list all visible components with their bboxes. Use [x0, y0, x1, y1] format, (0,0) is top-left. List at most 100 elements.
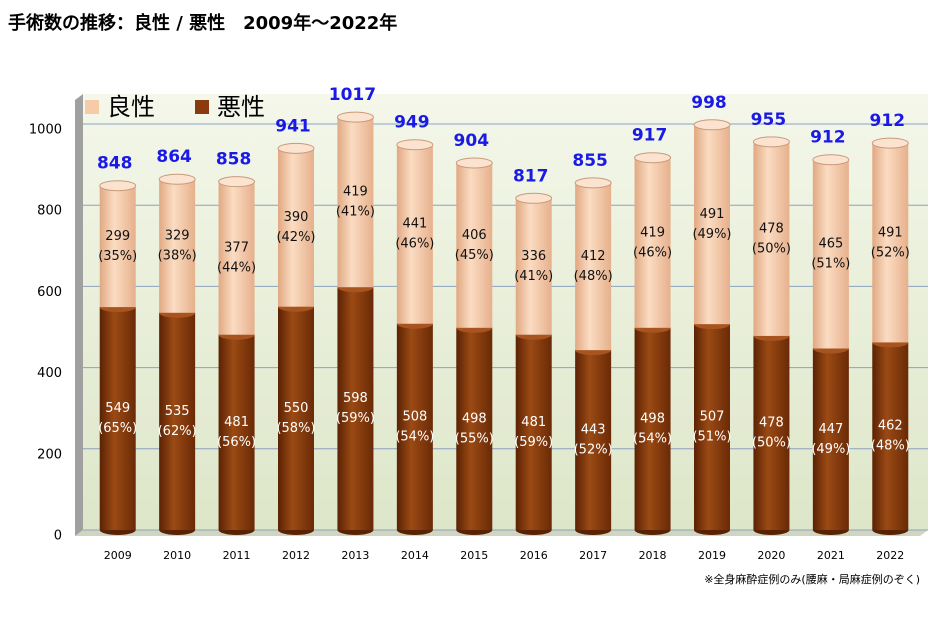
- value-label: 412: [581, 249, 606, 264]
- y-tick-label: 200: [37, 447, 62, 462]
- segment-top: [455, 157, 493, 169]
- total-label: 855: [572, 151, 608, 171]
- percent-label: (55%): [455, 431, 494, 446]
- percent-label: (49%): [692, 227, 731, 242]
- bar-segment: [634, 327, 671, 530]
- bar-segment: [159, 312, 196, 530]
- bar-segment: [337, 287, 374, 530]
- segment-top: [218, 176, 256, 188]
- bar-segment: [396, 323, 433, 530]
- value-label: 491: [878, 225, 903, 240]
- percent-label: (41%): [336, 205, 375, 220]
- value-label: 329: [165, 229, 190, 244]
- y-tick-label: 600: [37, 285, 62, 300]
- percent-label: (46%): [633, 245, 672, 260]
- segment-top: [752, 136, 790, 148]
- bar-segment: [99, 307, 136, 530]
- chart-title: 手術数の推移：良性 / 悪性 2009年～2022年: [8, 12, 397, 34]
- segment-top: [396, 139, 434, 151]
- total-label: 941: [275, 116, 311, 136]
- total-label: 949: [394, 113, 430, 133]
- percent-label: (62%): [158, 424, 197, 439]
- value-label: 491: [700, 207, 725, 222]
- bar-segment: [872, 342, 909, 530]
- y-tick-label: 400: [37, 366, 62, 381]
- percent-label: (35%): [98, 249, 137, 264]
- x-tick-label: 2015: [460, 549, 488, 562]
- x-tick-label: 2012: [282, 549, 310, 562]
- bar-segment: [515, 198, 552, 335]
- bar-segment: [575, 350, 612, 530]
- percent-label: (48%): [574, 269, 613, 284]
- bar-segment: [456, 327, 493, 530]
- percent-label: (56%): [217, 435, 256, 450]
- segment-top: [336, 111, 374, 123]
- segment-top: [871, 137, 909, 149]
- percent-label: (42%): [276, 230, 315, 245]
- y-tick-label: 800: [37, 204, 62, 219]
- segment-top: [99, 180, 137, 192]
- x-tick-label: 2014: [401, 549, 429, 562]
- total-label: 817: [513, 166, 549, 186]
- total-label: 858: [216, 150, 252, 170]
- bar-segment: [575, 182, 612, 351]
- value-label: 462: [878, 419, 903, 434]
- percent-label: (59%): [514, 435, 553, 450]
- value-label: 535: [165, 404, 190, 419]
- value-label: 498: [462, 411, 487, 426]
- total-label: 912: [810, 128, 846, 148]
- percent-label: (52%): [871, 245, 910, 260]
- segment-top: [515, 192, 553, 204]
- value-label: 406: [462, 228, 487, 243]
- value-label: 478: [759, 415, 784, 430]
- segment-top: [634, 152, 672, 164]
- total-label: 904: [454, 131, 490, 151]
- bar-segment: [812, 159, 849, 349]
- total-label: 864: [156, 147, 192, 167]
- value-label: 549: [105, 401, 130, 416]
- bar-segment: [99, 185, 136, 308]
- percent-label: (51%): [811, 257, 850, 272]
- percent-label: (65%): [98, 421, 137, 436]
- bar-segment: [515, 334, 552, 530]
- x-tick-label: 2018: [639, 549, 667, 562]
- note: ※全身麻酔症例のみ(腰麻・局麻症例のぞく): [704, 572, 920, 586]
- value-label: 299: [105, 229, 130, 244]
- percent-label: (48%): [871, 439, 910, 454]
- x-tick-label: 2016: [520, 549, 548, 562]
- bar-segment: [159, 179, 196, 313]
- bar-segment: [634, 157, 671, 328]
- percent-label: (49%): [811, 442, 850, 457]
- total-label: 998: [691, 93, 727, 113]
- value-label: 550: [284, 401, 309, 416]
- legend-swatch: [85, 100, 99, 114]
- x-tick-label: 2009: [104, 549, 132, 562]
- value-label: 598: [343, 391, 368, 406]
- bar-segment: [694, 324, 730, 530]
- bar-segment: [456, 162, 493, 328]
- bar-segment: [218, 181, 255, 335]
- segment-top: [574, 177, 612, 189]
- segment-top: [693, 119, 731, 131]
- x-tick-label: 2011: [223, 549, 251, 562]
- bar-segment: [872, 143, 909, 343]
- value-label: 507: [700, 410, 725, 425]
- floor: [75, 530, 928, 536]
- legend-label: 悪性: [217, 93, 265, 121]
- x-tick-label: 2022: [876, 549, 904, 562]
- x-tick-label: 2010: [163, 549, 191, 562]
- percent-label: (38%): [158, 249, 197, 264]
- bar-segment: [278, 306, 314, 530]
- percent-label: (58%): [276, 421, 315, 436]
- percent-label: (44%): [217, 261, 256, 276]
- percent-label: (50%): [752, 241, 791, 256]
- y-tick-label: 0: [54, 529, 62, 544]
- total-label: 955: [751, 110, 787, 130]
- total-label: 1017: [329, 85, 376, 105]
- bar-segment: [753, 141, 790, 336]
- total-label: 917: [632, 126, 668, 146]
- percent-label: (54%): [395, 429, 434, 444]
- value-label: 441: [402, 217, 427, 232]
- x-tick-label: 2020: [757, 549, 785, 562]
